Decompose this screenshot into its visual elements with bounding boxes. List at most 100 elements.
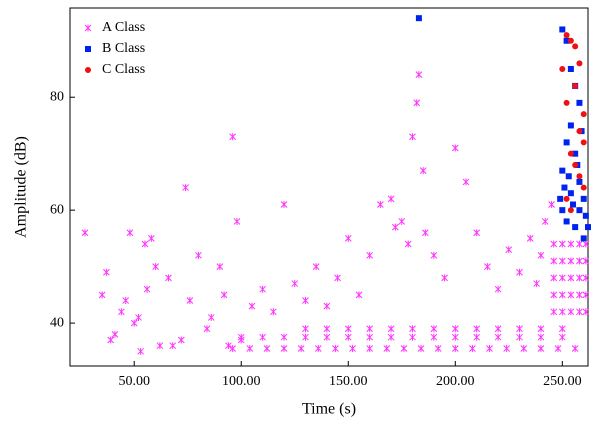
data-point (526, 234, 534, 242)
data-point (563, 139, 570, 146)
data-point (404, 240, 412, 248)
data-point (516, 268, 523, 276)
data-point (565, 173, 572, 180)
data-point (559, 26, 566, 33)
data-point (280, 344, 288, 352)
data-point (355, 291, 363, 299)
data-point (216, 263, 224, 271)
data-point (548, 201, 555, 209)
data-point (585, 224, 591, 231)
x-tick-label: 50.00 (118, 374, 150, 389)
data-point (415, 15, 422, 22)
data-point (237, 333, 245, 341)
legend-label: C Class (102, 62, 145, 77)
data-point (130, 319, 138, 327)
data-point (165, 274, 172, 282)
data-point (195, 251, 202, 259)
data-point (297, 344, 305, 352)
data-point (567, 150, 574, 157)
data-point (572, 161, 579, 168)
data-point (580, 184, 587, 191)
data-point (559, 65, 566, 72)
data-point (571, 344, 579, 352)
data-point (409, 333, 416, 341)
data-point (473, 333, 481, 341)
data-point (302, 296, 309, 304)
data-point (558, 240, 566, 248)
data-point (576, 178, 583, 185)
data-point (430, 333, 438, 341)
data-point (563, 99, 570, 106)
data-point (259, 333, 266, 341)
data-point (580, 139, 587, 146)
data-point (572, 224, 579, 231)
plot-frame (69, 7, 589, 367)
data-point (558, 291, 566, 299)
data-point (582, 274, 590, 282)
data-point (323, 325, 331, 333)
data-point (259, 285, 266, 293)
data-point (344, 325, 352, 333)
data-point (451, 344, 459, 352)
data-point (417, 344, 425, 352)
data-point (225, 342, 232, 350)
y-tick-label: 80 (50, 89, 64, 104)
data-point (137, 347, 144, 355)
data-point (111, 330, 119, 338)
data-point (152, 263, 159, 271)
data-point (503, 344, 511, 352)
data-point (537, 344, 545, 352)
data-point (233, 217, 241, 225)
data-point (400, 344, 408, 352)
data-point (441, 274, 448, 282)
data-point (567, 291, 575, 299)
data-point (580, 235, 587, 242)
data-point (582, 212, 589, 219)
data-point (558, 333, 566, 341)
data-point (567, 190, 574, 197)
data-point (344, 333, 352, 341)
data-point (332, 344, 339, 352)
data-point (229, 133, 237, 141)
data-point (559, 207, 566, 214)
data-point (567, 274, 575, 282)
data-point (387, 333, 395, 341)
data-point (366, 344, 374, 352)
data-point (314, 344, 322, 352)
data-point (143, 285, 151, 293)
data-point (269, 308, 277, 316)
data-point (451, 333, 459, 341)
data-point (582, 308, 590, 316)
data-point (229, 344, 237, 352)
data-point (537, 333, 545, 341)
data-point (383, 344, 391, 352)
data-point (334, 274, 341, 282)
data-point (203, 325, 211, 333)
data-point (494, 285, 502, 293)
data-point (550, 308, 558, 316)
data-point (387, 325, 395, 333)
data-point (169, 342, 177, 350)
data-point (576, 99, 583, 106)
data-point (126, 229, 134, 237)
data-point (558, 274, 566, 282)
data-point (505, 246, 513, 254)
data-point (147, 234, 155, 242)
x-tick-label: 150.00 (329, 374, 368, 389)
data-point (550, 240, 558, 248)
data-point (576, 240, 583, 248)
data-point (122, 296, 130, 304)
data-point (558, 308, 566, 316)
data-point (572, 150, 579, 157)
data-point (349, 344, 356, 352)
data-point (559, 167, 566, 174)
data-point (567, 207, 574, 214)
data-point (387, 195, 395, 203)
data-point (135, 313, 142, 321)
x-tick-label: 200.00 (436, 374, 475, 389)
data-point (563, 218, 570, 225)
data-point (118, 308, 125, 316)
legend-marker (84, 24, 92, 32)
data-point (580, 195, 587, 202)
